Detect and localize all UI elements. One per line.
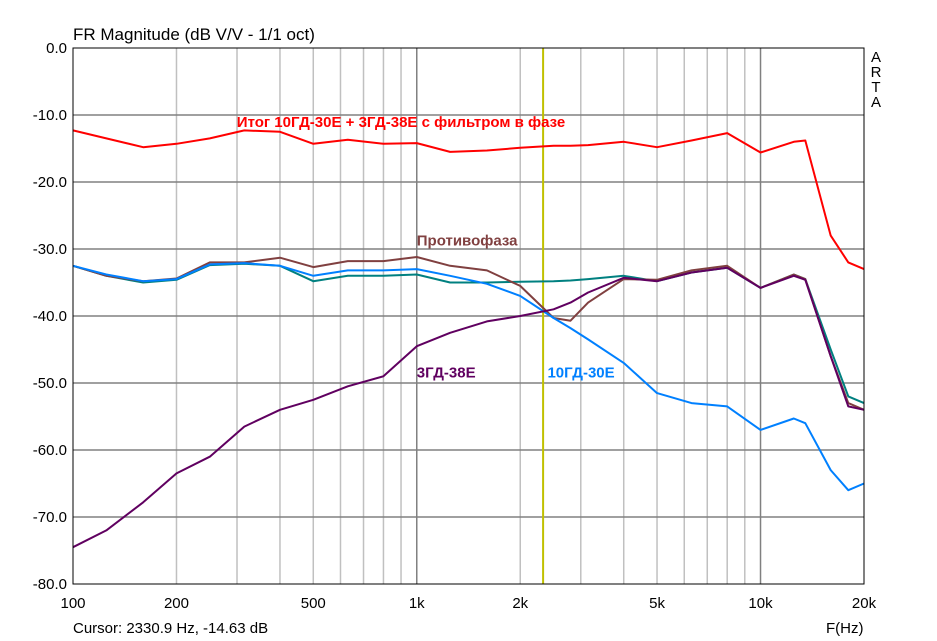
y-tick-label: 0.0 [46,40,67,57]
plot-frame [72,47,865,585]
series-label: 10ГД-30Е [547,365,614,382]
y-tick-label: -20.0 [33,174,67,191]
series-label: 3ГД-38Е [417,365,476,382]
annotations: Итог 10ГД-30Е + 3ГД-38Е с фильтром в фаз… [237,114,615,382]
watermark-letter: T [871,79,880,96]
x-tick-label: 1k [409,595,425,612]
x-tick-label: 5k [649,595,665,612]
series-label: Противофаза [417,233,518,250]
x-axis-label: F(Hz) [826,620,864,637]
x-tick-label: 200 [164,595,189,612]
series-line-4 [72,266,865,549]
y-tick-label: -10.0 [33,107,67,124]
series-label: Итог 10ГД-30Е + 3ГД-38Е с фильтром в фаз… [237,114,565,131]
watermark-letter: A [871,94,881,111]
cursor-readout: Cursor: 2330.9 Hz, -14.63 dB [73,620,268,637]
y-tick-label: -50.0 [33,375,67,392]
y-tick-label: -80.0 [33,576,67,593]
ticks: 0.0 -10.0 -20.0 -30.0 -40.0 -50.0 -60.0 -70.0 -8… [33,40,877,612]
x-tick-label: 500 [301,595,326,612]
y-tick-label: -70.0 [33,509,67,526]
x-tick-label: 2k [512,595,528,612]
x-tick-label: 10k [748,595,773,612]
x-tick-label: 20k [852,595,877,612]
y-tick-label: -60.0 [33,442,67,459]
curves [72,129,865,549]
grid [73,48,864,584]
y-tick-label: -40.0 [33,308,67,325]
chart-title: FR Magnitude (dB V/V - 1/1 oct) [73,25,315,44]
watermark-letter: A [871,49,881,66]
x-tick-label: 100 [60,595,85,612]
watermark-letter: R [871,64,882,81]
series-line-3 [72,262,865,492]
series-line-0 [72,129,865,271]
y-tick-label: -30.0 [33,241,67,258]
